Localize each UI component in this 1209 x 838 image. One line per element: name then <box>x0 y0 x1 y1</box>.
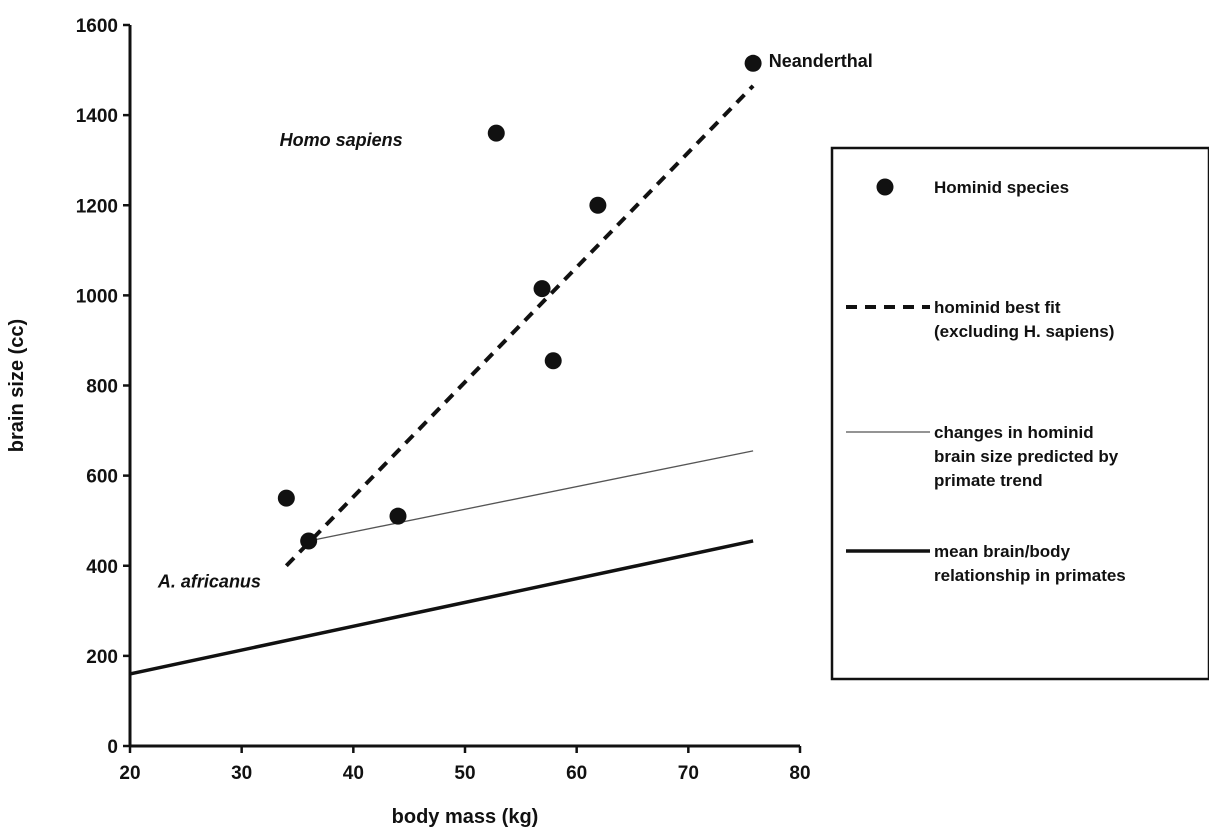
legend-label: brain size predicted by <box>934 447 1119 466</box>
y-tick-label: 800 <box>86 377 118 398</box>
annotation-label: A. africanus <box>157 572 261 592</box>
y-tick-label: 0 <box>107 737 118 758</box>
hominid-point <box>488 125 505 142</box>
y-tick-label: 1000 <box>76 286 118 307</box>
annotation-label: Homo sapiens <box>280 130 403 150</box>
hominid-point <box>300 532 317 549</box>
hominid-point <box>390 508 407 525</box>
x-axis-label: body mass (kg) <box>392 806 539 828</box>
legend-label: primate trend <box>934 471 1043 490</box>
annotation-label: Neanderthal <box>769 51 873 71</box>
legend-label: hominid best fit <box>934 298 1061 317</box>
series-line-thick <box>130 541 753 674</box>
x-tick-label: 20 <box>119 763 140 784</box>
legend: Hominid species hominid best fit (excludin… <box>832 148 1209 679</box>
x-tick-label: 80 <box>789 763 810 784</box>
legend-label: changes in hominid <box>934 423 1094 442</box>
hominid-point <box>745 55 762 72</box>
legend-label: (excluding H. sapiens) <box>934 322 1114 341</box>
x-tick-label: 40 <box>343 763 364 784</box>
legend-label: mean brain/body <box>934 542 1071 561</box>
x-tick-label: 60 <box>566 763 587 784</box>
hominid-point <box>545 352 562 369</box>
series-line-thin <box>309 451 753 541</box>
legend-label: Hominid species <box>934 178 1069 197</box>
hominid-point <box>589 197 606 214</box>
x-tick-label: 70 <box>678 763 699 784</box>
y-tick-label: 400 <box>86 557 118 578</box>
y-tick-label: 1600 <box>76 16 118 37</box>
legend-label: relationship in primates <box>934 566 1126 585</box>
hominid-point <box>534 280 551 297</box>
y-tick-label: 1200 <box>76 196 118 217</box>
x-tick-label: 50 <box>454 763 475 784</box>
y-tick-label: 1400 <box>76 106 118 127</box>
y-tick-label: 600 <box>86 467 118 488</box>
legend-marker-dot <box>877 179 894 196</box>
legend-box <box>832 148 1209 679</box>
x-tick-label: 30 <box>231 763 252 784</box>
hominid-point <box>278 490 295 507</box>
axes: 0 200 400 600 800 1000 1200 1400 1600 20 30 40 50 60 7… <box>76 16 811 784</box>
y-tick-label: 200 <box>86 647 118 668</box>
y-axis-label: brain size (cc) <box>6 319 28 452</box>
annotations: Neanderthal Homo sapiens A. africanus <box>157 51 873 591</box>
series-line-dashed <box>286 86 753 566</box>
